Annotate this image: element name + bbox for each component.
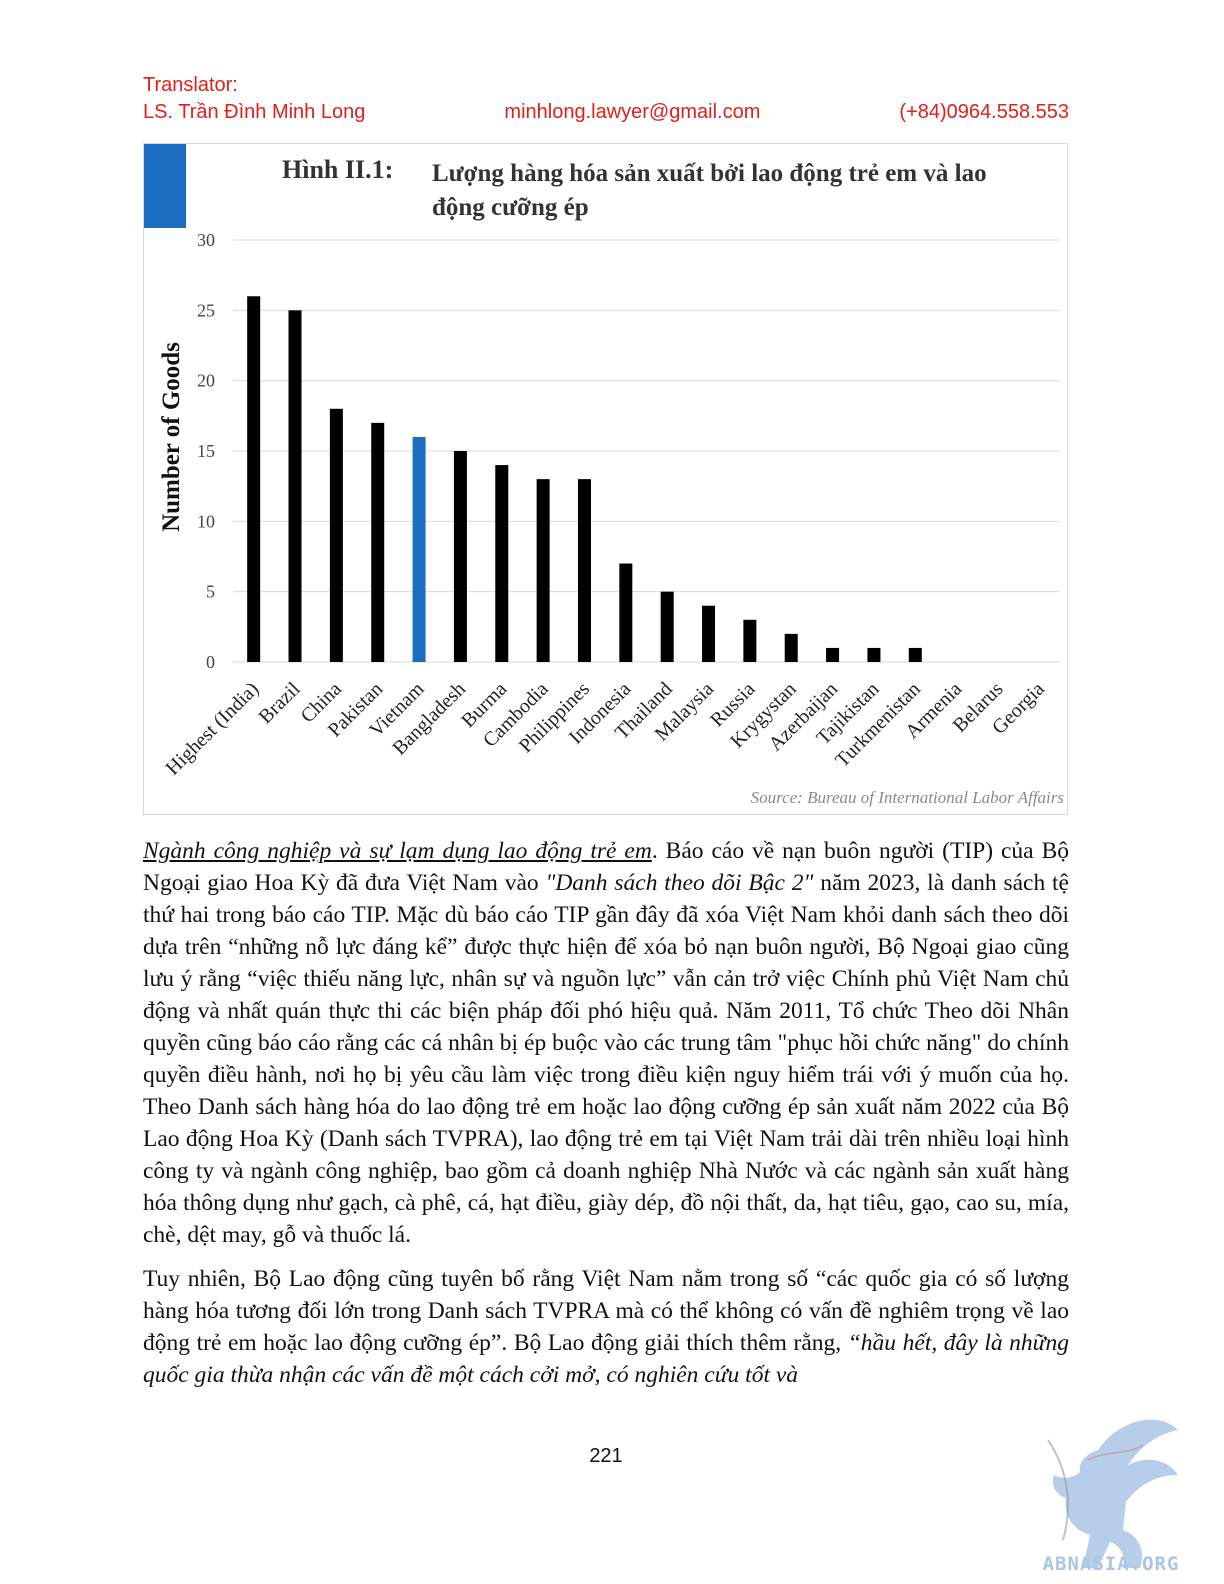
bar-azerbaijan <box>826 647 840 662</box>
page-number: 221 <box>589 1445 623 1467</box>
griffin-logo-icon <box>1047 1419 1178 1568</box>
bar-turkmenistan <box>908 647 922 662</box>
x-tick-label: Brazil <box>254 678 304 728</box>
figure-source: Source: Bureau of International Labor Af… <box>750 788 1064 807</box>
section-lead: Ngành công nghiệp và sự lạm dụng lao độn… <box>143 838 652 864</box>
y-tick-label: 30 <box>197 230 215 250</box>
translator-phone: (+84)0964.558.553 <box>899 101 1069 123</box>
paragraph-2-text-a: Tuy nhiên, Bộ Lao động cũng tuyên bố rằn… <box>143 1266 1069 1356</box>
bar-krygystan <box>784 633 798 662</box>
x-tick-label: Highest (India) <box>162 678 264 780</box>
y-tick-label: 5 <box>206 582 215 602</box>
bar-pakistan <box>371 422 385 662</box>
paragraph-1-text-a: . Báo cáo về nạn buôn người (TIP) của Bộ… <box>143 838 1069 896</box>
bar-malaysia <box>702 605 716 662</box>
bar-burma <box>495 465 509 662</box>
bar-thailand <box>660 591 674 662</box>
translator-label: Translator: <box>143 74 238 96</box>
figure-accent-bar <box>144 144 186 228</box>
translator-email[interactable]: minhlong.lawyer@gmail.com <box>504 101 761 123</box>
y-tick-label: 10 <box>197 511 215 531</box>
paragraph-2: Tuy nhiên, Bộ Lao động cũng tuyên bố rằn… <box>143 1263 1069 1391</box>
y-tick-label: 15 <box>197 441 215 461</box>
translator-name: LS. Trần Đình Minh Long <box>143 101 366 123</box>
y-tick-label: 0 <box>206 652 215 672</box>
paragraph-1-italic: "Danh sách theo dõi Bậc 2" <box>545 870 814 896</box>
paragraph-1-text-b: năm 2023, là danh sách tệ thứ hai trong … <box>143 870 1069 1248</box>
bar-russia <box>743 619 757 662</box>
watermark-text: ABNASIA.ORG <box>1042 1553 1180 1575</box>
body-text: Ngành công nghiệp và sự lạm dụng lao độn… <box>143 835 1069 1403</box>
paragraph-2-italic: “hầu hết, đây là những quốc gia thừa nhậ… <box>143 1330 1070 1388</box>
translator-header: Translator: LS. Trần Đình Minh Long minh… <box>143 72 1069 126</box>
bar-bangladesh <box>453 451 467 662</box>
bar-brazil <box>288 310 302 662</box>
paragraph-1: Ngành công nghiệp và sự lạm dụng lao độn… <box>143 835 1069 1251</box>
y-axis-label: Number of Goods <box>158 342 185 532</box>
bar-china <box>329 408 343 662</box>
figure-title: Lượng hàng hóa sản xuất bởi lao động trẻ… <box>432 160 987 221</box>
bar-tajikistan <box>867 647 881 662</box>
bar-highest-india <box>247 296 261 662</box>
figure-label: Hình II.1: <box>282 155 394 184</box>
bar-cambodia <box>536 479 550 662</box>
y-tick-label: 25 <box>197 300 215 320</box>
y-tick-label: 20 <box>197 371 215 391</box>
bar-vietnam <box>412 436 426 662</box>
bar-indonesia <box>619 563 633 662</box>
bar-philippines <box>577 479 591 662</box>
